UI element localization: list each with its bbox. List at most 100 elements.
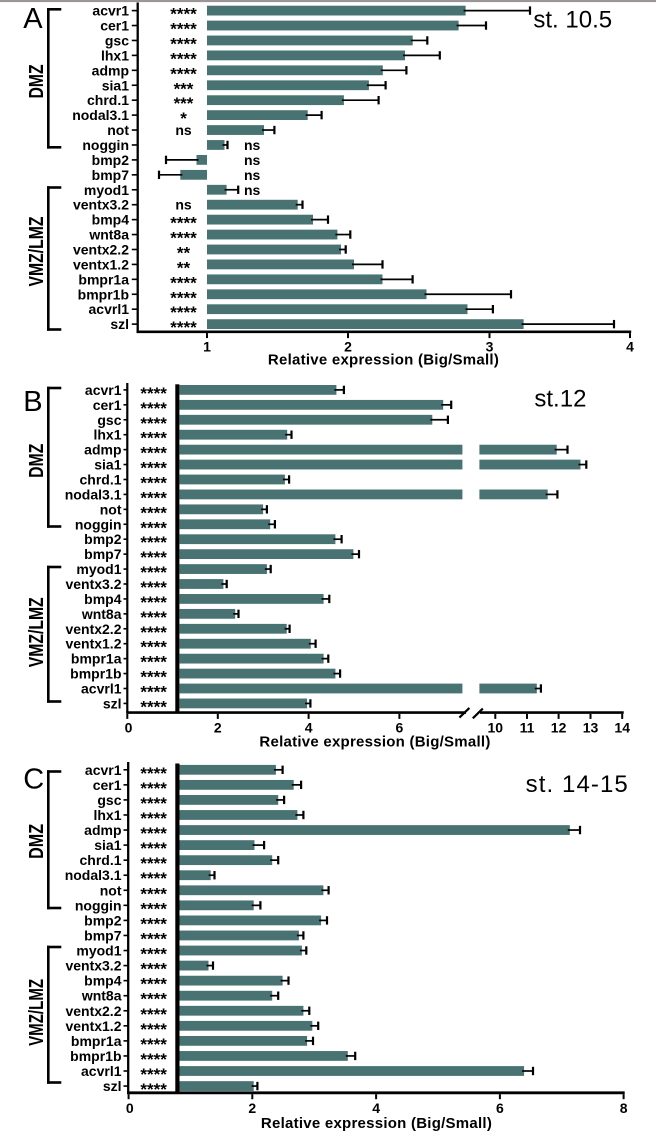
svg-text:bmpr1a: bmpr1a <box>71 1033 122 1049</box>
svg-text:****: **** <box>140 503 167 522</box>
svg-text:bmpr1b: bmpr1b <box>70 1048 121 1064</box>
svg-text:Relative expression (Big/Small: Relative expression (Big/Small) <box>259 734 490 751</box>
svg-text:****: **** <box>140 945 167 964</box>
svg-text:lhx1: lhx1 <box>93 427 121 443</box>
svg-text:not: not <box>100 501 122 517</box>
svg-text:wnt8a: wnt8a <box>81 988 122 1004</box>
svg-text:acvrl1: acvrl1 <box>81 681 122 697</box>
svg-text:****: **** <box>140 990 167 1009</box>
svg-text:ns: ns <box>175 197 192 213</box>
svg-text:****: **** <box>170 318 197 337</box>
svg-text:cer1: cer1 <box>93 777 122 793</box>
svg-text:****: **** <box>170 34 197 53</box>
svg-text:****: **** <box>140 824 167 843</box>
svg-text:****: **** <box>170 5 197 24</box>
svg-text:****: **** <box>140 533 167 552</box>
svg-text:10: 10 <box>488 720 504 736</box>
svg-text:bmp7: bmp7 <box>84 927 122 943</box>
svg-text:noggin: noggin <box>75 897 122 913</box>
svg-text:ns: ns <box>244 137 261 153</box>
svg-text:myod1: myod1 <box>84 182 129 198</box>
svg-text:bmp4: bmp4 <box>92 212 130 228</box>
svg-text:acvr1: acvr1 <box>85 382 122 398</box>
svg-text:szl: szl <box>103 695 122 711</box>
svg-text:ventx3.2: ventx3.2 <box>65 576 121 592</box>
svg-text:****: **** <box>140 653 167 672</box>
svg-text:****: **** <box>170 49 197 68</box>
svg-text:****: **** <box>140 459 167 478</box>
svg-text:bmp4: bmp4 <box>84 591 122 607</box>
svg-text:sia1: sia1 <box>94 457 121 473</box>
svg-text:acvrl1: acvrl1 <box>81 1063 122 1079</box>
svg-text:DMZ: DMZ <box>26 64 48 98</box>
svg-text:****: **** <box>140 593 167 612</box>
svg-text:wnt8a: wnt8a <box>88 227 129 243</box>
svg-text:szl: szl <box>103 1078 122 1094</box>
svg-text:0: 0 <box>125 720 133 736</box>
svg-text:B: B <box>23 386 42 418</box>
svg-text:bmpr1a: bmpr1a <box>71 651 122 667</box>
svg-text:ventx1.2: ventx1.2 <box>73 256 129 272</box>
svg-text:4: 4 <box>626 339 634 355</box>
svg-text:11: 11 <box>520 720 535 736</box>
svg-text:13: 13 <box>583 720 599 736</box>
svg-text:acvrl1: acvrl1 <box>89 301 130 317</box>
svg-text:lhx1: lhx1 <box>101 47 129 63</box>
svg-text:ns: ns <box>244 182 261 198</box>
svg-text:ventx1.2: ventx1.2 <box>65 636 121 652</box>
svg-text:ventx2.2: ventx2.2 <box>65 1003 121 1019</box>
svg-text:****: **** <box>140 473 167 492</box>
svg-text:****: **** <box>140 1035 167 1054</box>
svg-text:****: **** <box>140 668 167 687</box>
svg-text:****: **** <box>170 20 197 39</box>
svg-text:**: ** <box>177 243 191 262</box>
svg-text:lhx1: lhx1 <box>93 807 121 823</box>
svg-text:bmpr1a: bmpr1a <box>78 271 129 287</box>
svg-text:****: **** <box>140 960 167 979</box>
svg-text:****: **** <box>170 303 197 322</box>
svg-text:****: **** <box>140 518 167 537</box>
svg-text:**: ** <box>177 258 191 277</box>
svg-text:ventx1.2: ventx1.2 <box>65 1018 121 1034</box>
svg-text:sia1: sia1 <box>94 837 121 853</box>
svg-text:DMZ: DMZ <box>26 444 48 478</box>
svg-text:****: **** <box>140 444 167 463</box>
svg-text:****: **** <box>140 929 167 948</box>
svg-text:chrd.1: chrd.1 <box>87 92 129 108</box>
svg-text:ventx2.2: ventx2.2 <box>73 241 129 257</box>
svg-text:****: **** <box>140 399 167 418</box>
svg-text:***: *** <box>174 94 194 113</box>
svg-text:****: **** <box>140 794 167 813</box>
svg-text:****: **** <box>140 429 167 448</box>
svg-text:chrd.1: chrd.1 <box>79 852 121 868</box>
svg-text:chrd.1: chrd.1 <box>79 471 121 487</box>
svg-text:****: **** <box>140 914 167 933</box>
svg-text:ns: ns <box>175 122 192 138</box>
svg-text:****: **** <box>140 839 167 858</box>
svg-text:bmp2: bmp2 <box>92 152 130 168</box>
svg-text:4: 4 <box>305 720 313 736</box>
svg-text:14: 14 <box>614 720 630 736</box>
svg-text:ventx3.2: ventx3.2 <box>65 958 121 974</box>
svg-text:2: 2 <box>214 720 222 736</box>
svg-text:acvr1: acvr1 <box>92 3 129 19</box>
svg-text:0: 0 <box>126 1100 134 1116</box>
svg-text:****: **** <box>140 623 167 642</box>
svg-text:gsc: gsc <box>97 792 121 808</box>
svg-text:st. 10.5: st. 10.5 <box>533 7 612 34</box>
svg-text:bmp2: bmp2 <box>84 912 122 928</box>
svg-text:****: **** <box>140 884 167 903</box>
svg-text:6: 6 <box>496 1100 504 1116</box>
svg-text:ns: ns <box>244 152 261 168</box>
svg-text:myod1: myod1 <box>76 561 121 577</box>
svg-text:****: **** <box>140 563 167 582</box>
svg-text:bmpr1b: bmpr1b <box>70 666 121 682</box>
svg-text:****: **** <box>140 975 167 994</box>
svg-text:****: **** <box>140 548 167 567</box>
svg-text:szl: szl <box>110 316 129 332</box>
svg-text:****: **** <box>140 1020 167 1039</box>
svg-text:nodal3.1: nodal3.1 <box>65 486 122 502</box>
svg-text:****: **** <box>170 229 197 248</box>
svg-text:****: **** <box>140 1005 167 1024</box>
svg-text:****: **** <box>170 214 197 233</box>
